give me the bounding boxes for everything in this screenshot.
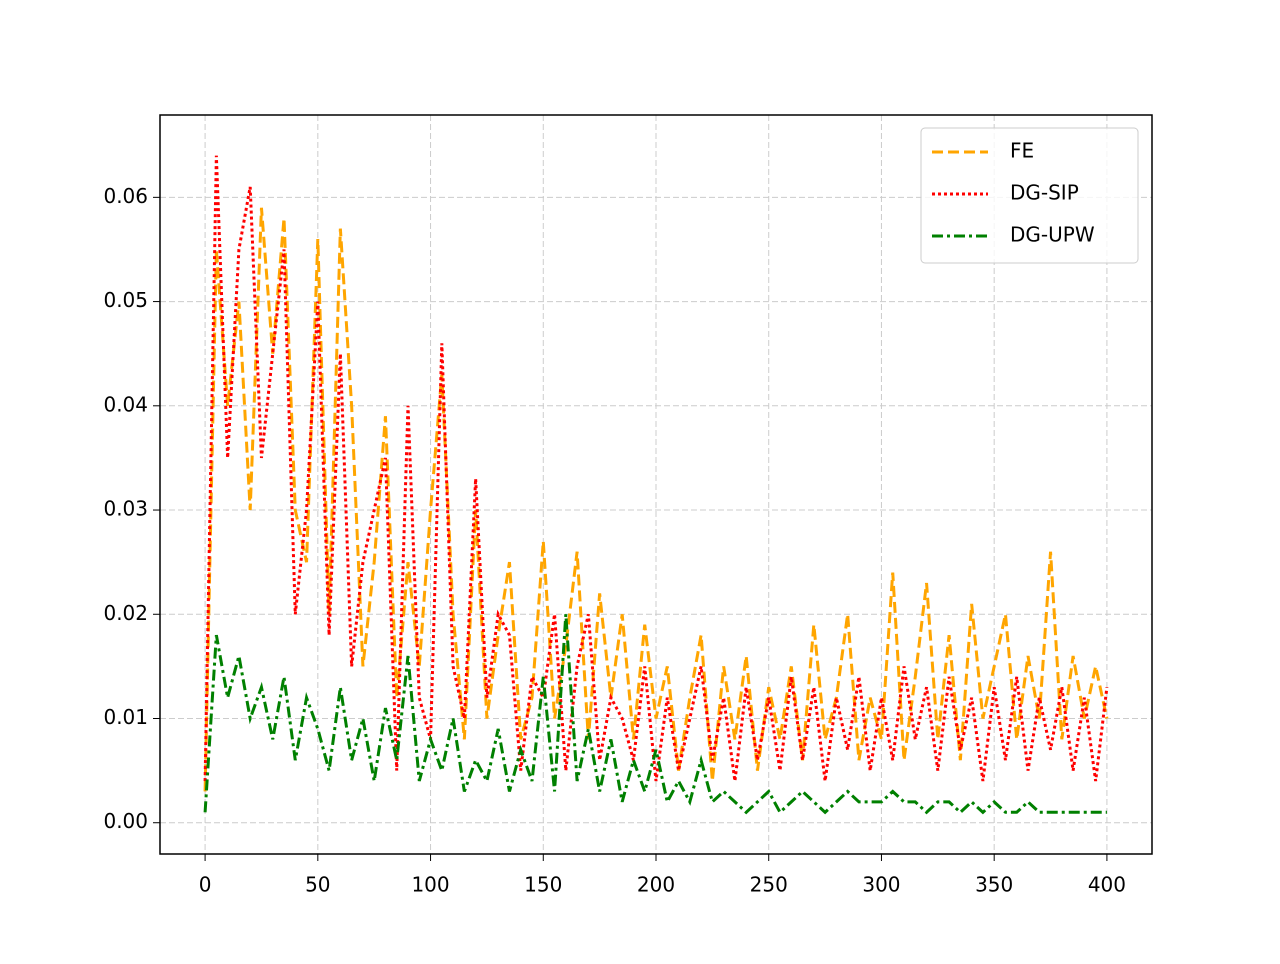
y-tick-label: 0.04 (103, 392, 148, 416)
legend-label: FE (1010, 139, 1034, 163)
y-tick-label: 0.06 (103, 184, 148, 208)
y-tick-label: 0.05 (103, 288, 148, 312)
legend-label: DG-UPW (1010, 223, 1095, 247)
plot-frame (159, 114, 1153, 855)
legend-label: DG-SIP (1010, 181, 1079, 205)
x-tick-label: 300 (862, 873, 900, 897)
x-tick-label: 100 (411, 873, 449, 897)
series-line (203, 155, 1109, 782)
x-tick-label: 0 (199, 873, 212, 897)
y-tick-label: 0.00 (103, 809, 148, 833)
y-tick-label: 0.02 (103, 601, 148, 625)
y-tick-label: 0.03 (103, 497, 148, 521)
legend-box (920, 127, 1139, 264)
series-line (203, 614, 1107, 815)
x-tick-label: 200 (637, 873, 675, 897)
x-tick-label: 50 (305, 873, 330, 897)
x-tick-label: 150 (524, 873, 562, 897)
y-tick-label: 0.01 (103, 705, 148, 729)
x-tick-label: 350 (975, 873, 1013, 897)
x-tick-label: 400 (1088, 873, 1126, 897)
x-tick-label: 250 (750, 873, 788, 897)
